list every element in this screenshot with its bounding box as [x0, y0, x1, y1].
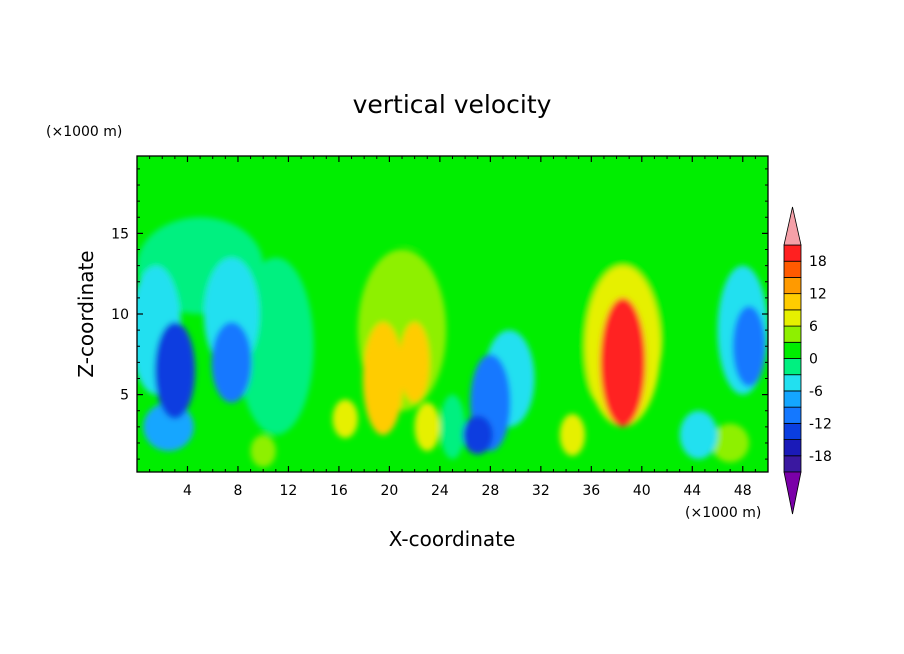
colorbar-band — [783, 455, 802, 473]
colorbar-band — [783, 358, 802, 376]
colorbar-tick-label: 12 — [809, 287, 827, 303]
colorbar: 18 12 6 0 -6 -12 -18 — [783, 206, 832, 515]
colorbar-band — [783, 277, 802, 295]
contour-cell — [399, 322, 430, 403]
colorbar-band — [783, 406, 802, 424]
contour-field — [137, 156, 768, 472]
contour-cell — [711, 423, 750, 463]
y-axis-unit: (×1000 m) — [46, 124, 122, 140]
x-tick-label: 4 — [183, 483, 192, 499]
x-axis-label: X-coordinate — [389, 527, 516, 551]
colorbar-band — [783, 325, 802, 343]
contour-cell — [679, 410, 718, 460]
contour-cell — [414, 402, 440, 452]
colorbar-band — [783, 341, 802, 359]
chart-title: vertical velocity — [353, 90, 552, 119]
contour-cell — [559, 413, 586, 456]
colorbar-tick-label: -6 — [809, 384, 823, 400]
y-tick-label: 5 — [120, 388, 129, 404]
contour-cell — [732, 305, 766, 387]
y-axis-ticks: 5 10 15 — [111, 168, 768, 460]
colorbar-band — [783, 244, 802, 262]
colorbar-band — [783, 390, 802, 408]
colorbar-top-arrow — [783, 206, 802, 246]
contour-cell — [439, 394, 466, 460]
colorbar-band — [783, 293, 802, 311]
x-tick-label: 48 — [734, 483, 752, 499]
x-tick-label: 36 — [582, 483, 600, 499]
colorbar-band — [783, 439, 802, 457]
x-axis-ticks: 4 8 12 16 20 24 28 32 36 40 44 48 — [149, 156, 756, 499]
colorbar-band — [783, 374, 802, 392]
contour-cell — [211, 322, 252, 403]
colorbar-tick-label: 18 — [809, 254, 827, 270]
colorbar-band — [783, 260, 802, 278]
contour-cell — [332, 399, 358, 439]
y-axis-label: Z-coordinate — [74, 250, 98, 377]
contour-cell — [364, 156, 516, 250]
x-tick-label: 32 — [532, 483, 550, 499]
contour-cells — [137, 156, 768, 468]
x-axis-unit: (×1000 m) — [685, 505, 761, 521]
colorbar-band — [783, 422, 802, 440]
contour-cell — [600, 297, 646, 427]
colorbar-tick-label: -18 — [809, 449, 832, 465]
contour-cell — [362, 322, 404, 435]
colorbar-bottom-arrow — [783, 471, 802, 515]
x-tick-label: 44 — [683, 483, 701, 499]
colorbar-tick-label: -12 — [809, 416, 832, 432]
x-tick-label: 16 — [330, 483, 348, 499]
colorbar-tick-label: 6 — [809, 319, 818, 335]
x-tick-label: 12 — [280, 483, 298, 499]
contour-cell — [250, 434, 276, 468]
y-tick-label: 15 — [111, 226, 129, 242]
contour-cell — [462, 415, 493, 455]
colorbar-band — [783, 309, 802, 327]
colorbar-tick-label: 0 — [809, 352, 818, 368]
y-tick-label: 10 — [111, 307, 129, 323]
x-tick-label: 8 — [233, 483, 242, 499]
x-tick-label: 24 — [431, 483, 449, 499]
x-tick-label: 20 — [380, 483, 398, 499]
contour-cell — [154, 322, 196, 419]
x-tick-label: 28 — [481, 483, 499, 499]
x-tick-label: 40 — [633, 483, 651, 499]
